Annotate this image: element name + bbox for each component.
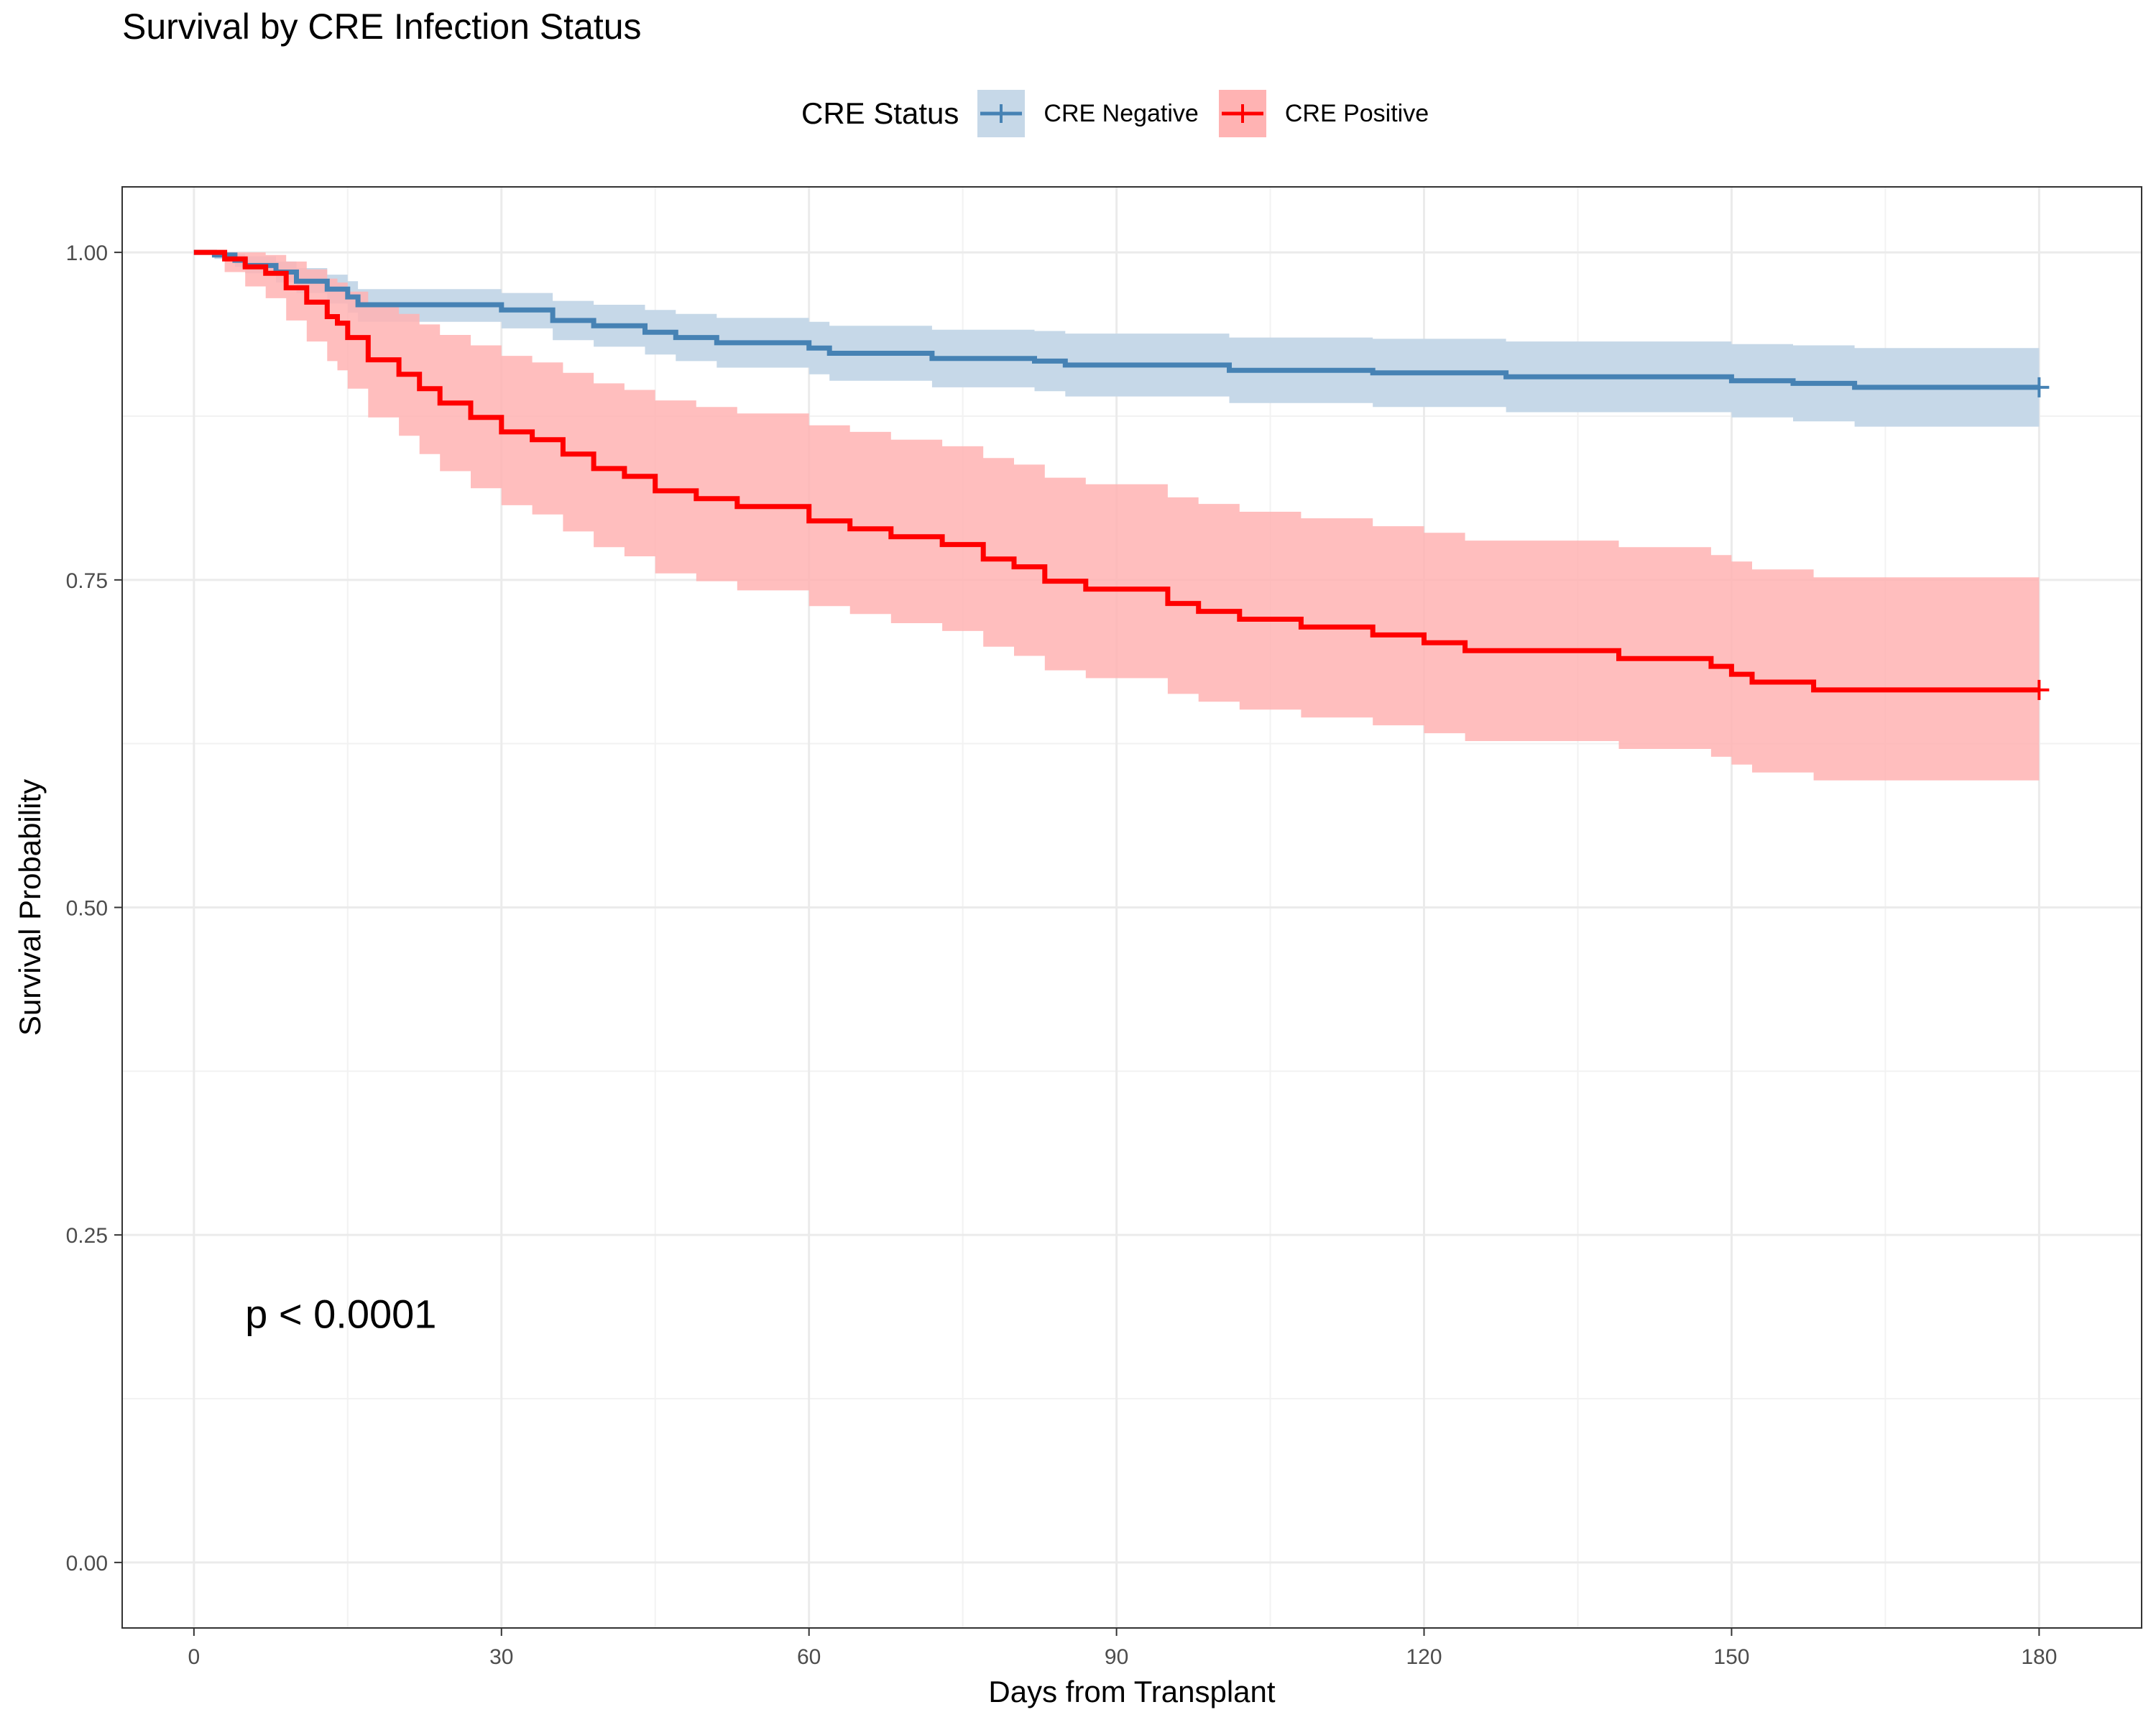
legend-key-cre-positive [1218, 90, 1266, 137]
x-tick-label: 90 [1105, 1645, 1128, 1669]
legend-key-cre-negative [977, 90, 1026, 137]
y-tick-label: 0.50 [66, 897, 108, 921]
x-tick-label: 30 [489, 1645, 513, 1669]
x-axis-title: Days from Transplant [988, 1675, 1275, 1708]
y-tick-label: 0.25 [66, 1224, 108, 1248]
y-tick-label: 0.75 [66, 569, 108, 593]
chart-title: Survival by CRE Infection Status [122, 6, 642, 47]
x-tick-label: 180 [2021, 1645, 2057, 1669]
survival-line-cre-positive [193, 249, 2040, 693]
y-tick-label: 0.00 [66, 1552, 108, 1576]
x-tick-label: 0 [188, 1645, 201, 1669]
legend-title: CRE Status [801, 96, 959, 130]
ci-band-cre-negative [193, 252, 2040, 427]
x-tick-label: 60 [797, 1645, 821, 1669]
p-value-annotation: p < 0.0001 [245, 1292, 436, 1337]
grid-lines [122, 187, 2142, 1628]
legend-label-cre-positive: CRE Positive [1284, 99, 1429, 127]
y-tick-label: 1.00 [66, 242, 108, 265]
y-axis-title: Survival Probability [13, 779, 47, 1036]
legend-label-cre-negative: CRE Negative [1044, 99, 1199, 127]
legend-item-cre-negative: CRE Negative [977, 90, 1199, 137]
survival-curves [193, 249, 2050, 700]
axis-ticks: 0 30 60 90 120 150 180 0.00 0.25 0.50 0.75 1.00 [66, 242, 2058, 1669]
legend-item-cre-positive: CRE Positive [1218, 90, 1429, 137]
legend: CRE Status CRE Negative CRE Positive [801, 85, 1449, 142]
x-tick-label: 120 [1406, 1645, 1442, 1669]
x-tick-label: 150 [1713, 1645, 1749, 1669]
